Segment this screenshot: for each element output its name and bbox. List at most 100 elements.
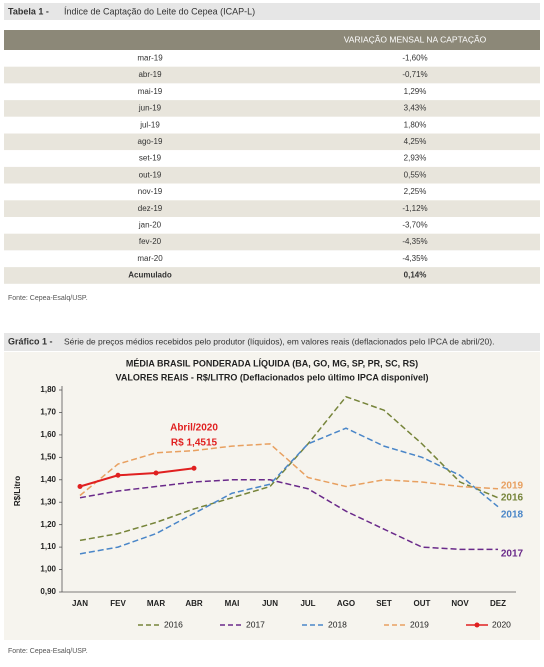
table-header-row — [4, 30, 540, 50]
table-header-cell: VARIAÇÃO MENSAL NA CAPTAÇÃO — [344, 34, 487, 44]
x-tick-label: SET — [376, 599, 392, 608]
x-tick-label: MAR — [147, 599, 165, 608]
table-cell: -1,60% — [402, 53, 427, 62]
table-cell: mar-20 — [137, 254, 163, 263]
table-title-prefix: Tabela 1 - — [8, 6, 49, 16]
chart-title-prefix: Gráfico 1 - — [8, 336, 53, 346]
y-tick-label: 1,50 — [40, 452, 56, 461]
table-row — [4, 83, 540, 101]
chart-title: MÉDIA BRASIL PONDERADA LÍQUIDA (BA, GO, … — [126, 358, 418, 368]
line-series — [79, 479, 498, 551]
table-row — [4, 116, 540, 134]
series-end-label: 2016 — [501, 493, 524, 504]
y-tick-label: 1,40 — [40, 475, 56, 484]
line-series — [79, 427, 499, 555]
legend-label: 2019 — [410, 619, 429, 629]
table-cell: fev-20 — [139, 237, 162, 246]
table-cell: 1,29% — [404, 87, 427, 96]
table-title-bar — [4, 3, 540, 20]
line-series — [79, 467, 195, 488]
x-tick-label: JUL — [300, 599, 315, 608]
table-cell: 2,25% — [404, 187, 427, 196]
chart-subtitle: VALORES REAIS - R$/LITRO (Deflacionados … — [115, 372, 428, 382]
x-tick-label: MAI — [225, 599, 240, 608]
table-row — [4, 100, 540, 117]
series-end-label: 2017 — [501, 549, 524, 560]
table-cell: -1,12% — [402, 204, 427, 213]
chart-title-bar — [4, 333, 540, 351]
table-cell: nov-19 — [138, 187, 163, 196]
table-row — [4, 50, 540, 67]
y-tick-label: 1,30 — [40, 497, 56, 506]
y-tick-label: 1,80 — [40, 385, 56, 394]
table-cell: 0,55% — [404, 170, 427, 179]
table-row — [4, 217, 540, 234]
table-cell: 4,25% — [404, 137, 427, 146]
y-tick-label: 0,90 — [40, 587, 56, 596]
chart-background — [4, 352, 540, 640]
table-row — [4, 166, 540, 184]
legend-marker — [474, 622, 480, 628]
legend-label: 2016 — [164, 619, 183, 629]
table-cell: 2,93% — [404, 154, 427, 163]
line-series — [79, 395, 499, 542]
y-tick-label: 1,70 — [40, 408, 56, 417]
table-row — [4, 66, 540, 84]
table-title: Índice de Captação do Leite do Cepea (IC… — [64, 6, 255, 16]
y-axis-label: R$/Litro — [13, 476, 22, 506]
chart-section-title: Série de preços médios recebidos pelo pr… — [64, 336, 494, 346]
table-cell: ago-19 — [138, 137, 163, 146]
table-cell: out-19 — [139, 170, 162, 179]
line-series — [79, 443, 499, 497]
table-cell: set-19 — [139, 154, 162, 163]
table-row — [4, 183, 540, 201]
x-tick-label: FEV — [110, 599, 126, 608]
legend-label: 2020 — [492, 619, 511, 629]
table-cell: jan-20 — [138, 220, 162, 229]
legend-label: 2018 — [328, 619, 347, 629]
x-tick-label: DEZ — [490, 599, 506, 608]
annotation: Abril/2020 — [170, 423, 218, 434]
table-cell: 0,14% — [404, 271, 427, 280]
point — [153, 470, 159, 476]
legend-label: 2017 — [246, 619, 265, 629]
table-row — [4, 267, 540, 284]
point — [77, 484, 83, 490]
table-cell: mar-19 — [137, 53, 163, 62]
chart-source: Fonte: Cepea-Esalq/USP. — [8, 648, 88, 655]
annotation: R$ 1,4515 — [171, 438, 218, 449]
x-tick-label: AGO — [337, 599, 355, 608]
x-tick-label: JUN — [262, 599, 278, 608]
series-end-label: 2018 — [501, 510, 524, 521]
x-tick-label: ABR — [185, 599, 203, 608]
table-row — [4, 133, 540, 151]
table-row — [4, 233, 540, 251]
y-tick-label: 1,00 — [40, 565, 56, 574]
point — [115, 472, 121, 478]
table-row — [4, 250, 540, 268]
table-cell: dez-19 — [138, 204, 163, 213]
table-cell: 3,43% — [404, 104, 427, 113]
table-row — [4, 200, 540, 217]
point — [191, 465, 197, 471]
x-tick-label: JAN — [72, 599, 88, 608]
y-tick-label: 1,60 — [40, 430, 56, 439]
x-tick-label: OUT — [414, 599, 431, 608]
y-tick-label: 1,20 — [40, 520, 56, 529]
table-cell: -0,71% — [402, 70, 427, 79]
table-cell: -3,70% — [402, 220, 427, 229]
table-cell: 1,80% — [404, 120, 427, 129]
y-tick-label: 1,10 — [40, 542, 56, 551]
table-cell: jul-19 — [139, 120, 160, 129]
table-cell: Acumulado — [128, 271, 172, 280]
series-end-label: 2019 — [501, 481, 524, 492]
table-cell: -4,35% — [402, 237, 427, 246]
table-source: Fonte: Cepea-Esalq/USP. — [8, 295, 88, 302]
table-cell: -4,35% — [402, 254, 427, 263]
table-cell: jun-19 — [138, 104, 162, 113]
table-cell: mai-19 — [138, 87, 163, 96]
x-tick-label: NOV — [451, 599, 469, 608]
table-cell: abr-19 — [138, 70, 162, 79]
